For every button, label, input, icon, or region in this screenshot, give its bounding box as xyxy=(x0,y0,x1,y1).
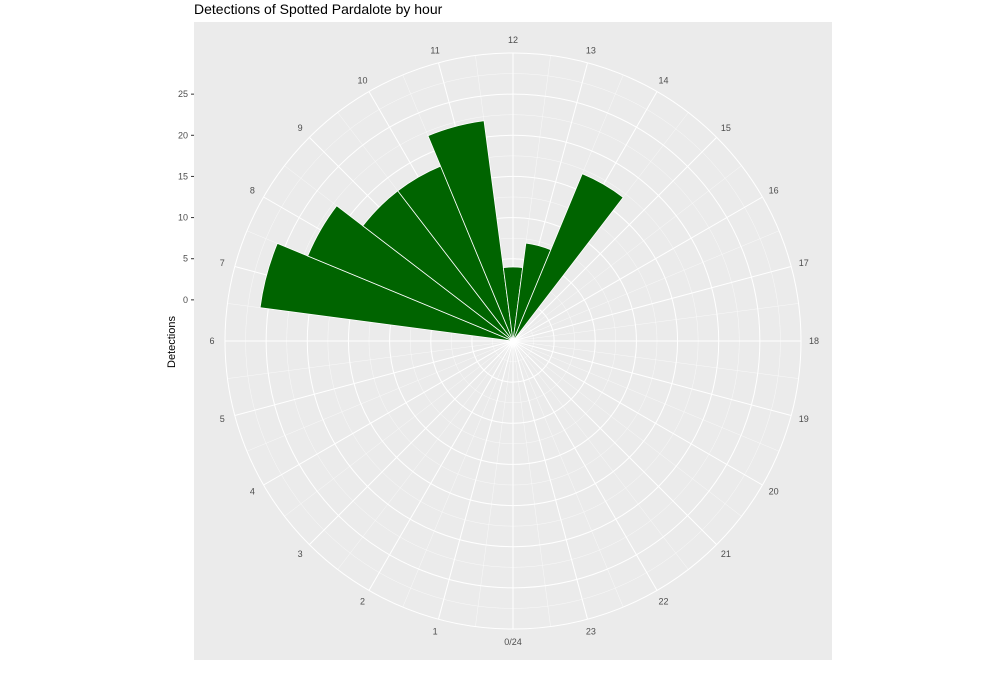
radial-minor-gridline xyxy=(512,303,799,342)
radial-gridline xyxy=(437,340,514,620)
y-tick-label: 15 xyxy=(178,171,188,181)
x-tick-label: 4 xyxy=(250,487,255,497)
radial-gridline xyxy=(512,196,763,342)
x-tick-label: 1 xyxy=(433,627,438,637)
x-tick-label: 14 xyxy=(658,75,668,85)
y-tick-label: 10 xyxy=(178,213,188,223)
radial-gridline xyxy=(512,340,589,620)
bar-hour-8 xyxy=(307,205,514,342)
y-tick-label: 20 xyxy=(178,130,188,140)
radial-minor-gridline xyxy=(512,340,799,379)
chart-title: Detections of Spotted Pardalote by hour xyxy=(194,1,443,17)
bar-hour-7 xyxy=(259,242,514,342)
x-tick-label: 21 xyxy=(721,549,731,559)
x-tick-label: 23 xyxy=(586,627,596,637)
radial-minor-gridline xyxy=(284,340,514,517)
x-tick-label: 12 xyxy=(508,35,518,45)
radial-gridline xyxy=(263,340,514,486)
radial-gridline xyxy=(512,340,792,417)
x-tick-label: 18 xyxy=(809,336,819,346)
bar-hour-11 xyxy=(427,120,514,342)
radial-gridline xyxy=(234,340,514,417)
x-tick-label: 22 xyxy=(658,597,668,607)
radial-gridline xyxy=(512,136,718,342)
x-tick-labels: 0/24123456789101112131415161718192021222… xyxy=(209,35,819,647)
x-tick-label: 8 xyxy=(250,186,255,196)
y-tick-label: 25 xyxy=(178,89,188,99)
x-tick-label: 13 xyxy=(586,45,596,55)
radial-gridline xyxy=(512,265,792,342)
radial-gridline xyxy=(308,340,514,546)
radial-minor-gridline xyxy=(512,340,742,517)
radial-minor-gridline xyxy=(475,340,514,627)
radial-gridline xyxy=(512,340,763,486)
x-tick-label: 20 xyxy=(769,487,779,497)
x-tick-label: 0/24 xyxy=(504,637,522,647)
x-tick-label: 19 xyxy=(799,414,809,424)
x-tick-label: 16 xyxy=(769,186,779,196)
radial-minor-gridline xyxy=(512,165,742,342)
radial-minor-gridline xyxy=(512,340,689,570)
y-tick-label: 0 xyxy=(183,295,188,305)
y-axis: 0 5 10 15 20 25 xyxy=(178,89,194,305)
radial-minor-gridline xyxy=(227,340,514,379)
radial-minor-gridline xyxy=(402,340,514,608)
radial-gridline xyxy=(512,340,658,591)
x-tick-label: 3 xyxy=(298,549,303,559)
radial-minor-gridline xyxy=(246,340,514,452)
x-tick-label: 9 xyxy=(298,123,303,133)
radial-minor-gridline xyxy=(512,340,551,627)
bar-layer xyxy=(259,120,624,342)
radial-gridline xyxy=(512,340,718,546)
x-tick-label: 6 xyxy=(209,336,214,346)
y-tick-label: 5 xyxy=(183,254,188,264)
radial-gridline xyxy=(368,340,514,591)
radial-minor-gridline xyxy=(512,340,624,608)
x-tick-label: 10 xyxy=(357,75,367,85)
x-tick-label: 17 xyxy=(799,258,809,268)
radial-minor-gridline xyxy=(512,340,780,452)
bar-hour-14 xyxy=(512,173,624,342)
x-tick-label: 15 xyxy=(721,123,731,133)
x-tick-label: 7 xyxy=(220,258,225,268)
x-tick-label: 2 xyxy=(360,597,365,607)
radial-minor-gridline xyxy=(337,340,514,570)
x-tick-label: 5 xyxy=(220,414,225,424)
x-tick-label: 11 xyxy=(430,45,439,55)
radial-minor-gridline xyxy=(512,230,780,342)
